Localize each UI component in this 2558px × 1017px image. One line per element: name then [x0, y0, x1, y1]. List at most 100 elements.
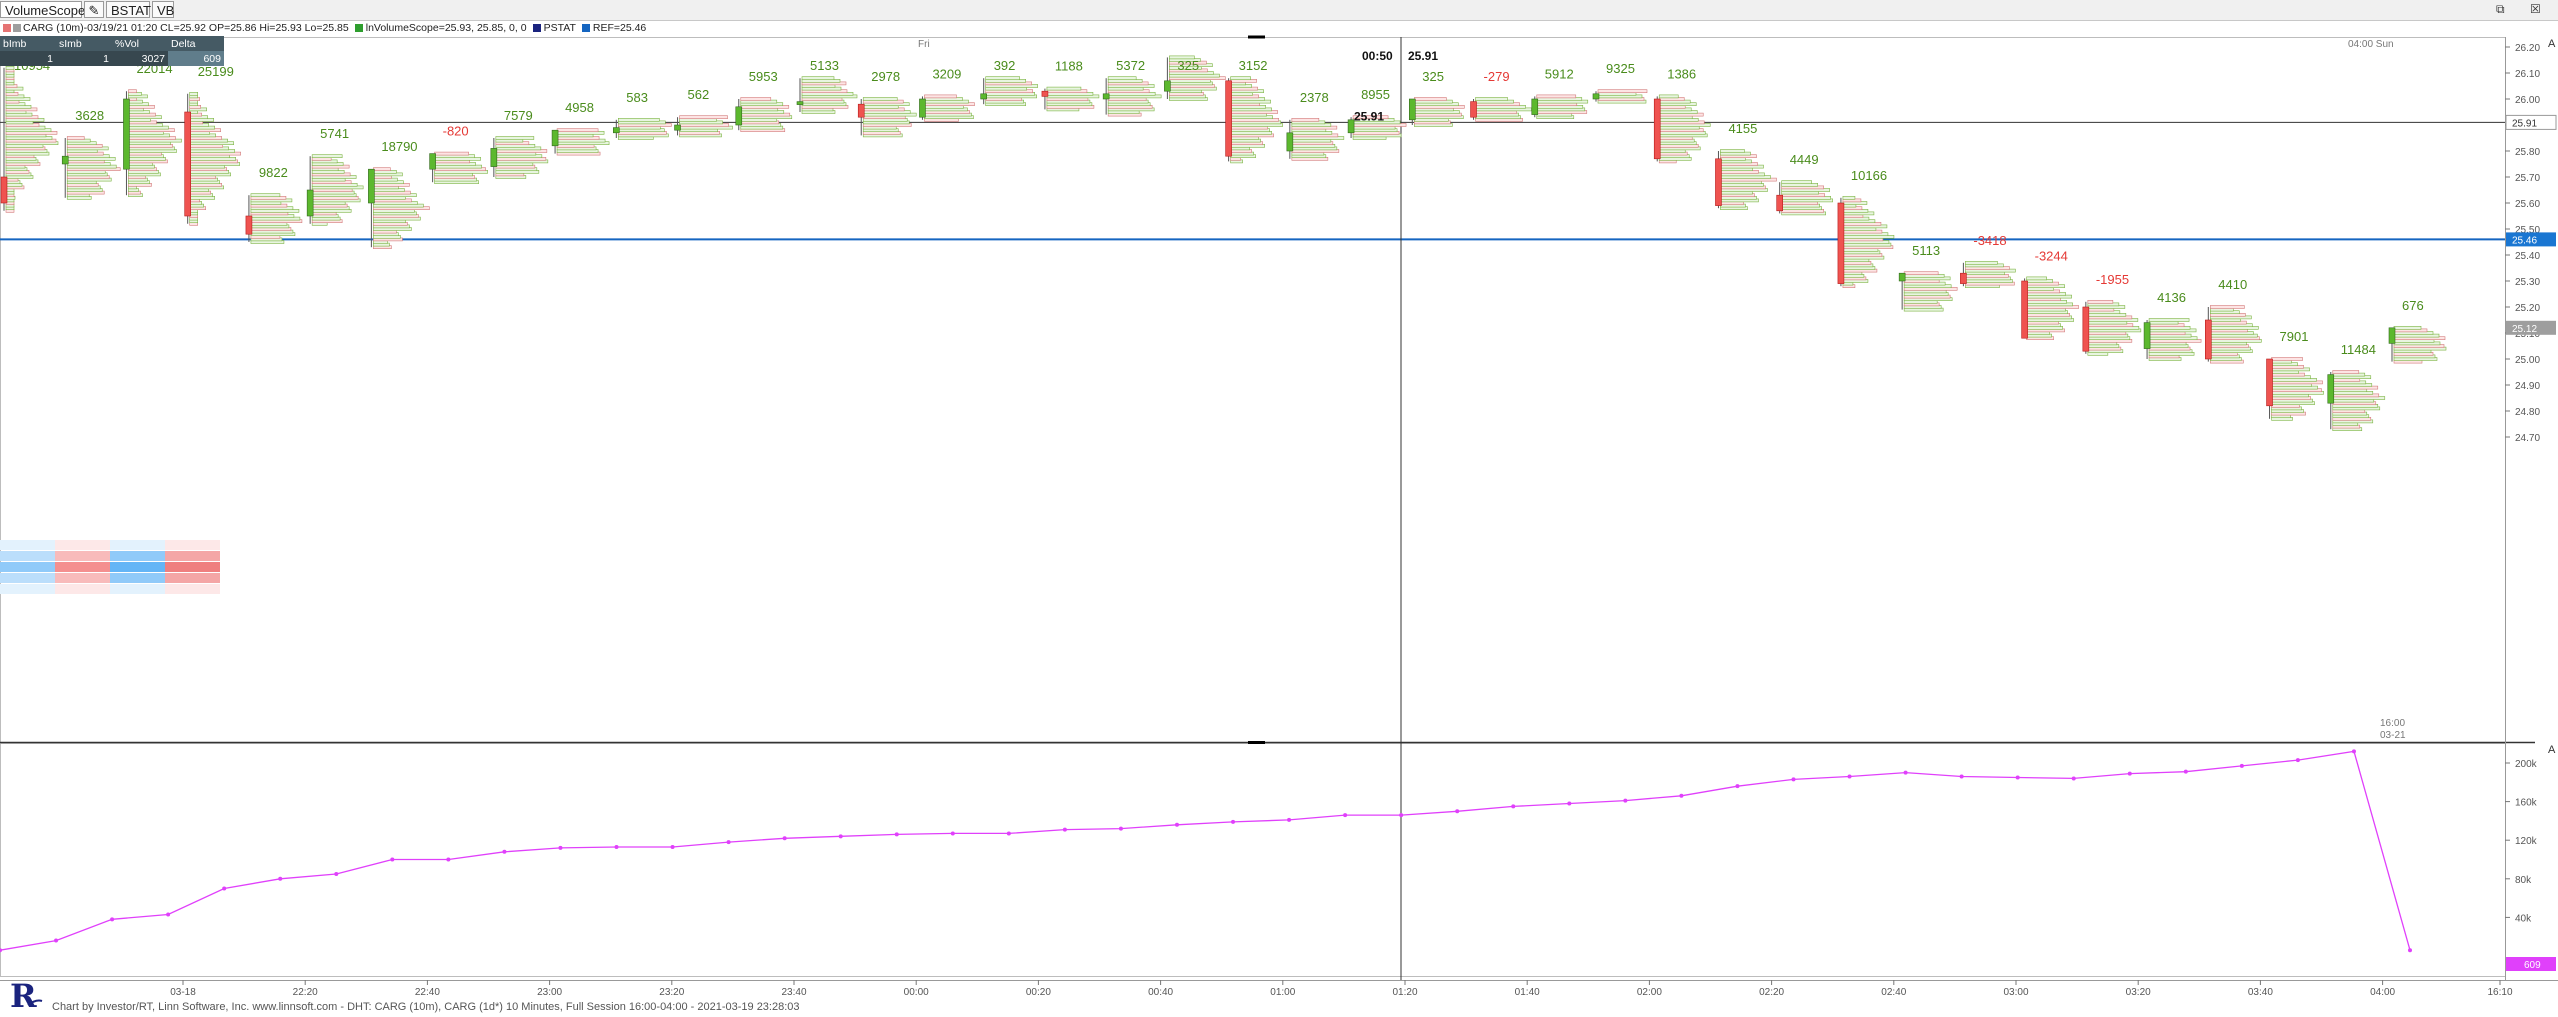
time-tick-label: 22:40 — [415, 987, 440, 998]
candle-body — [1531, 98, 1539, 115]
candle-series — [0, 55, 2447, 432]
heatmap-cell — [55, 584, 110, 594]
cumulative-delta-point — [1847, 774, 1852, 779]
cumulative-delta-point — [1567, 801, 1572, 806]
time-tick-label: 00:20 — [1026, 987, 1051, 998]
cumulative-delta-point — [1791, 777, 1796, 782]
volume-label: 11484 — [2341, 342, 2376, 357]
candle-body — [2388, 327, 2396, 344]
heatmap-cell — [55, 573, 110, 583]
stat-header: %Vol — [112, 36, 168, 51]
price-tick-label: 25.30 — [2515, 277, 2540, 288]
volume-label: 4136 — [2157, 290, 2186, 305]
time-tick-label: 00:00 — [904, 987, 929, 998]
candle-body — [1041, 90, 1049, 97]
stat-table: bImb sImb %Vol Delta 1 1 3027 609 — [0, 36, 224, 66]
cumulative-delta-point — [1959, 774, 1964, 779]
lower-tick-label: 120k — [2515, 836, 2538, 847]
candle-body — [1592, 93, 1600, 100]
footprint-bar — [1107, 76, 1137, 80]
heatmap-cell — [110, 584, 165, 594]
heatmap-cell — [110, 573, 165, 583]
volume-label: -820 — [443, 124, 469, 139]
price-tick-label: 24.70 — [2515, 433, 2540, 444]
volume-label: 4410 — [2218, 277, 2247, 292]
footprint-bar — [1230, 76, 1251, 80]
price-tick-label: 25.40 — [2515, 251, 2540, 262]
stat-header: Delta — [168, 36, 224, 51]
close-icon[interactable]: ☒ — [2530, 2, 2541, 16]
cumulative-delta-point — [950, 831, 955, 836]
time-tick-label: 04:00 — [2370, 987, 2395, 998]
footprint-bar — [618, 118, 660, 122]
price-axis-corner-label: A — [2548, 38, 2556, 50]
candle-body — [1286, 132, 1294, 152]
price-tick-label: 24.90 — [2515, 381, 2540, 392]
volume-label: 9325 — [1606, 61, 1635, 76]
chart-settings-icon[interactable] — [3, 24, 21, 33]
order-heatmap — [0, 540, 220, 594]
stat-value: 609 — [168, 51, 224, 66]
volume-label: 8955 — [1361, 87, 1390, 102]
candle-body — [674, 124, 681, 131]
cumulative-delta-point — [558, 845, 563, 850]
footprint-bar — [311, 154, 343, 158]
tab-bstat[interactable]: BSTAT — [106, 1, 151, 18]
time-tick-label: 01:40 — [1515, 987, 1540, 998]
footprint-bar — [862, 97, 898, 101]
volume-label: 325 — [1422, 69, 1444, 84]
volume-label: 2378 — [1300, 90, 1329, 105]
price-tick-label: 26.20 — [2515, 43, 2540, 54]
indicator-label[interactable]: lnVolumeScope=25.93, 25.85, 0, 0 — [365, 22, 527, 34]
tab-vb[interactable]: VB — [152, 1, 174, 18]
candle-body — [1347, 119, 1355, 134]
lower-tick-label: 200k — [2515, 759, 2538, 770]
footprint-bar — [2210, 305, 2245, 309]
candle-body — [857, 103, 865, 118]
tab-volumescope[interactable]: VolumeScope — [0, 1, 85, 18]
footprint-bar — [1046, 86, 1082, 91]
last-price-label: 25.12 — [2512, 324, 2537, 335]
cumulative-delta-point — [838, 834, 843, 839]
price-tick-label: 25.80 — [2515, 147, 2540, 158]
candle-body — [796, 101, 804, 105]
footprint-bar — [373, 167, 391, 171]
footprint-bar — [1169, 55, 1195, 60]
cumulative-delta-point — [1118, 826, 1123, 831]
indicator-label[interactable]: PSTAT — [543, 22, 576, 34]
footprint-bar — [1842, 196, 1856, 200]
volume-label: 4155 — [1728, 121, 1757, 136]
indicator-label[interactable]: REF=25.46 — [592, 22, 647, 34]
price-tick-label: 24.80 — [2515, 407, 2540, 418]
candle-body — [2143, 322, 2151, 349]
volume-label: 3152 — [1239, 58, 1268, 73]
cumulative-delta-point — [334, 871, 339, 876]
info-bar: CARG (10m)-03/19/21 01:20 CL=25.92 OP=25… — [0, 21, 646, 36]
cumulative-delta-line — [0, 750, 2411, 951]
cumulative-delta-point — [54, 938, 59, 943]
axes: 26.2026.1026.0025.9025.8025.7025.6025.50… — [0, 38, 2558, 998]
edit-icon[interactable]: ✎ — [84, 1, 104, 18]
crosshair-price-box — [2505, 114, 2557, 130]
volume-label: 9822 — [259, 165, 288, 180]
price-tick-label: 25.60 — [2515, 199, 2540, 210]
cumulative-delta-point — [1231, 819, 1236, 824]
time-tick-label: 23:20 — [659, 987, 684, 998]
footprint-bar — [2026, 276, 2047, 281]
footprint-bar — [1352, 115, 1389, 119]
volume-label: 4449 — [1790, 152, 1819, 167]
heatmap-cell — [0, 573, 55, 583]
cumulative-delta-point — [166, 912, 171, 917]
footprint-bar — [189, 92, 198, 96]
heatmap-cell — [165, 562, 220, 572]
volume-label: 5113 — [1912, 243, 1940, 258]
candle-body — [123, 98, 130, 170]
heatmap-cell — [55, 551, 110, 561]
restore-icon[interactable]: ⧉ — [2496, 2, 2505, 16]
volume-label: 1386 — [1667, 66, 1696, 81]
price-line-label: 25.91 — [1354, 109, 1384, 123]
cumulative-delta-point — [2127, 771, 2132, 776]
cumulative-delta-point — [0, 948, 2, 953]
heatmap-cell — [55, 540, 110, 550]
